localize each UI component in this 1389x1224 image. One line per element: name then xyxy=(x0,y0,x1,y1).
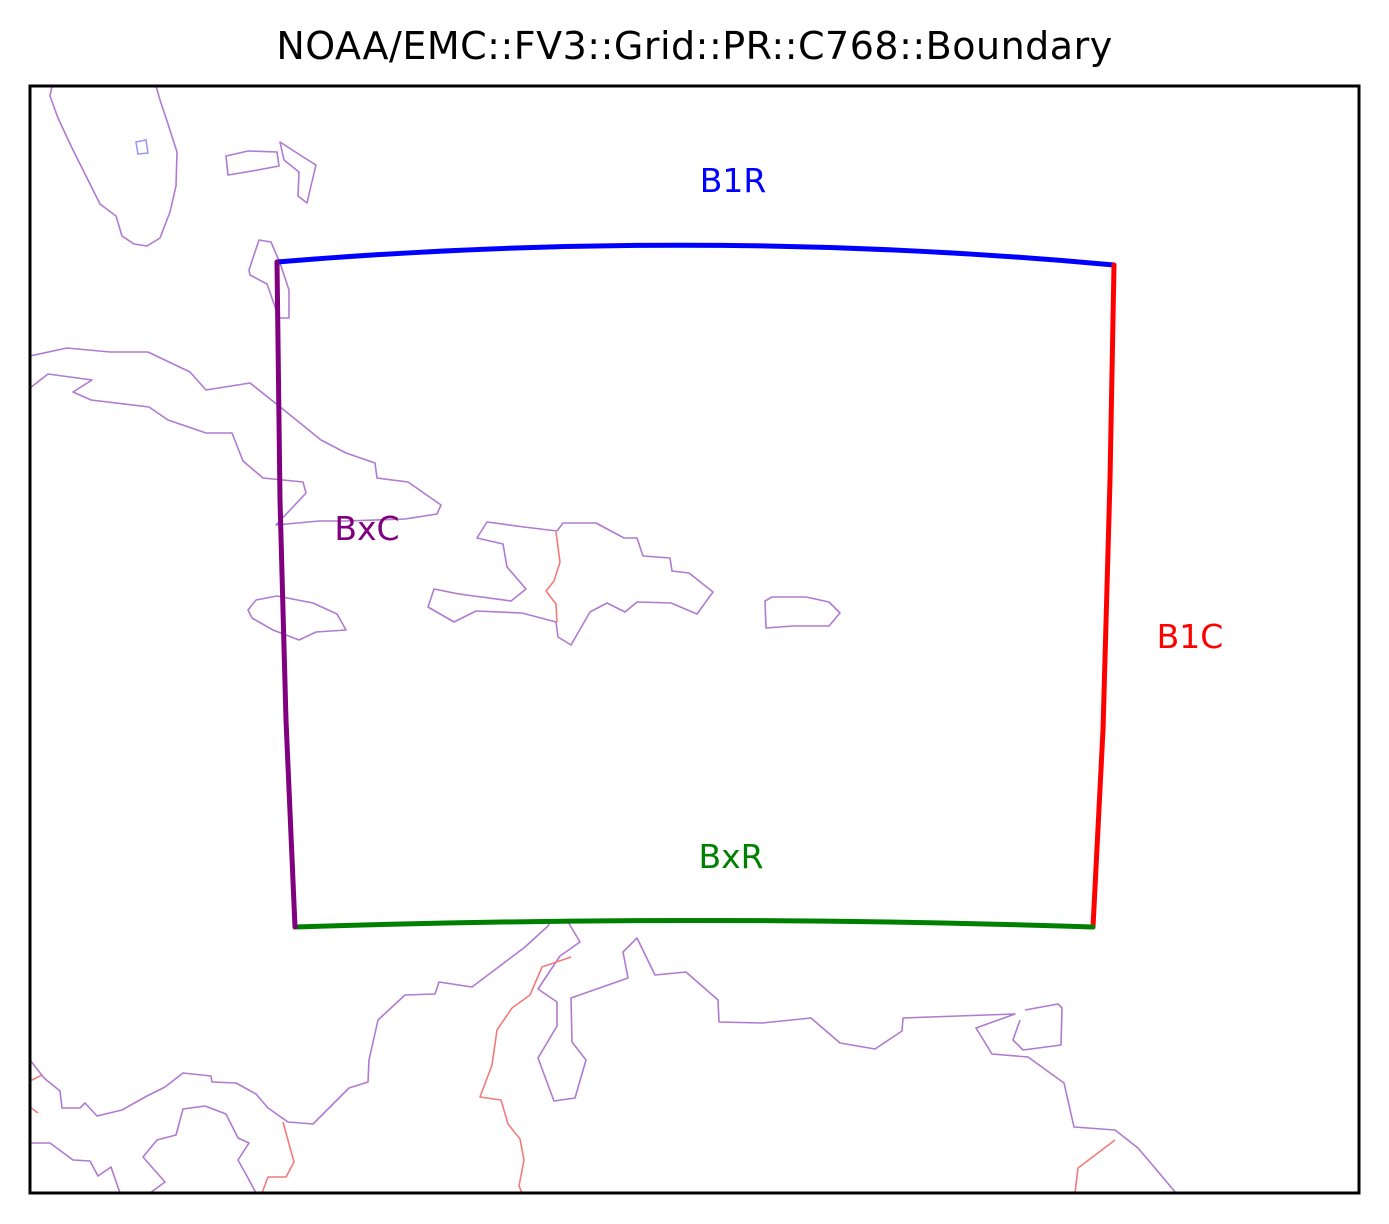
lake-okeechobee xyxy=(135,139,149,155)
boundary-bxr-label: BxR xyxy=(698,837,763,876)
puerto-rico-coastline xyxy=(764,596,841,629)
central-america-coastline xyxy=(30,919,552,1125)
boundary-bxc-line xyxy=(274,259,298,930)
boundary-b1r-label: B1R xyxy=(700,161,767,200)
basemap xyxy=(30,86,1177,1193)
boundary-b1c-label: B1C xyxy=(1157,617,1224,656)
bahamas-island-1 xyxy=(225,150,280,176)
bahamas-island-3 xyxy=(248,239,290,319)
boundary-bxc-label: BxC xyxy=(334,509,399,548)
boundary-b1r-line xyxy=(274,242,1117,268)
lake-maracaibo-area xyxy=(1012,1003,1063,1051)
south-america-north-coast xyxy=(537,921,1177,1193)
cuba-coastline xyxy=(30,347,442,526)
florida-coastline xyxy=(49,86,178,247)
colombia-venezuela-border xyxy=(479,956,572,1193)
boundary-b1c-line xyxy=(1090,262,1117,930)
map-frame xyxy=(28,84,1361,1195)
boundary-bxr-line xyxy=(292,918,1096,930)
hispaniola-coastline xyxy=(427,521,714,646)
panama-coastline xyxy=(30,1142,121,1193)
costa-rica-panama-border xyxy=(261,1121,295,1193)
panama-coastline-2 xyxy=(142,1105,257,1193)
bahamas-island-2 xyxy=(279,141,317,204)
panama-colombia-border xyxy=(30,1074,43,1114)
jamaica-coastline xyxy=(247,595,347,641)
haiti-dominican-border xyxy=(545,531,561,623)
venezuela-guyana-border xyxy=(1074,1139,1116,1193)
map-title: NOAA/EMC::FV3::Grid::PR::C768::Boundary xyxy=(276,24,1113,68)
